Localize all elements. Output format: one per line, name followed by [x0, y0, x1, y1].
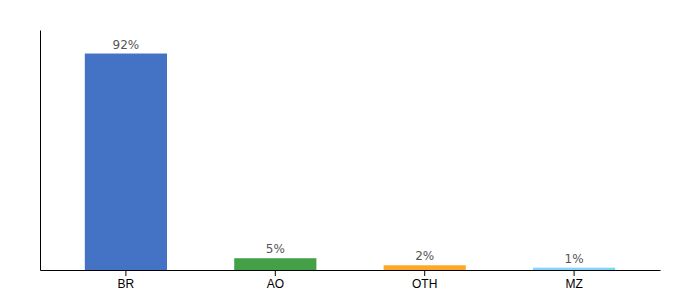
x-tick-label: OTH	[412, 277, 437, 291]
y-axis-line	[40, 31, 41, 271]
x-tick-mark	[275, 270, 276, 276]
bar	[85, 54, 167, 270]
x-tick-label: AO	[267, 277, 284, 291]
x-axis: BR AO OTH MZ	[41, 270, 661, 291]
chart: 92% 5% 2% 1% BR AO OTH MZ	[0, 0, 680, 300]
x-tick: AO	[267, 270, 284, 291]
x-tick: BR	[118, 270, 135, 291]
data-label: 5%	[266, 242, 285, 256]
bar	[384, 265, 466, 270]
data-labels: 92% 5% 2% 1%	[113, 38, 584, 266]
y-axis	[40, 31, 41, 271]
bar	[533, 268, 615, 270]
x-axis-line	[41, 270, 661, 271]
x-tick-label: BR	[118, 277, 135, 291]
bar	[234, 258, 316, 270]
x-tick-mark	[424, 270, 425, 276]
x-tick: MZ	[565, 270, 582, 291]
data-label: 92%	[113, 38, 140, 52]
x-tick-mark	[574, 270, 575, 276]
x-tick-label: MZ	[565, 277, 582, 291]
x-tick-mark	[125, 270, 126, 276]
x-tick: OTH	[412, 270, 437, 291]
plot-area: 92% 5% 2% 1% BR AO OTH MZ	[41, 31, 661, 291]
bars	[85, 54, 615, 270]
data-label: 2%	[415, 249, 434, 263]
data-label: 1%	[565, 252, 584, 266]
